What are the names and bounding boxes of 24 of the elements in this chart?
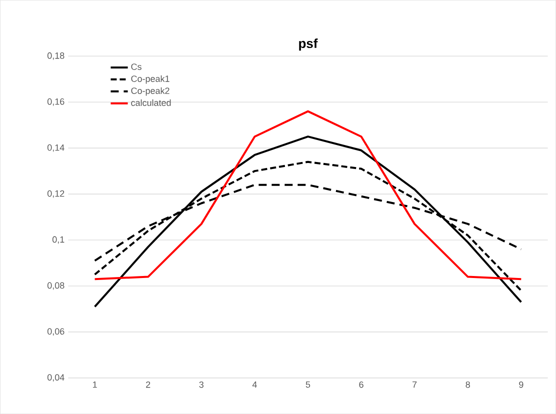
line-series xyxy=(94,136,522,308)
x-tick-label: 2 xyxy=(146,381,150,388)
legend-label: Co-peak1 xyxy=(131,75,170,84)
x-tick-label: 9 xyxy=(519,381,524,388)
chart-title: psf xyxy=(299,38,318,51)
y-tick-label: 0,06 xyxy=(47,328,64,336)
legend-label: Cs xyxy=(131,64,142,70)
y-tick-label: 0,08 xyxy=(47,282,64,290)
legend-label: calculated xyxy=(131,99,171,106)
y-tick-label: 0,14 xyxy=(47,144,64,152)
y-tick-label: 0,12 xyxy=(47,190,64,198)
y-tick-label: 0,18 xyxy=(47,52,64,60)
legend-label: Co-peak2 xyxy=(131,87,170,96)
x-tick-label: 3 xyxy=(199,381,204,388)
x-tick-label: 4 xyxy=(252,381,257,388)
x-tick-label: 8 xyxy=(466,381,470,388)
x-tick-label: 6 xyxy=(359,381,364,388)
x-tick-label: 1 xyxy=(92,381,97,388)
line-series xyxy=(94,110,522,280)
y-tick-label: 0,04 xyxy=(47,374,64,382)
y-tick-label: 0,16 xyxy=(47,98,64,106)
x-tick-label: 5 xyxy=(306,381,310,388)
x-tick-label: 7 xyxy=(412,381,417,388)
y-tick-label: 0,1 xyxy=(52,236,64,244)
